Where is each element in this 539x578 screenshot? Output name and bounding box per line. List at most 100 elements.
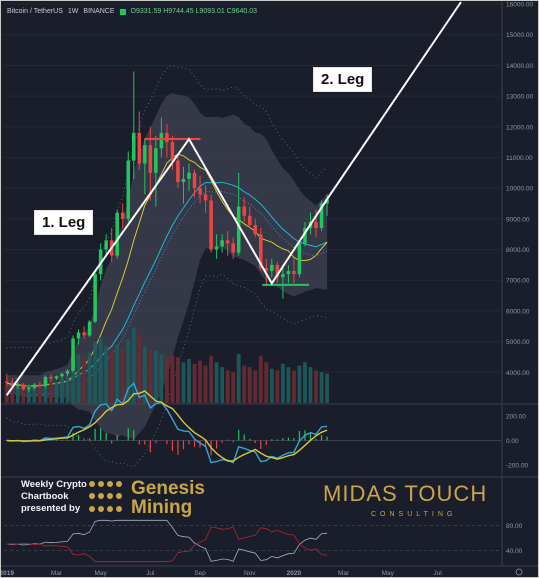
volume-bar [98,337,103,403]
interval-label[interactable]: 1W [67,8,79,15]
midas-wordmark: MIDAS TOUCH [323,481,488,506]
candle-body [325,199,329,204]
volume-bar [49,380,53,403]
candle-body [270,264,274,272]
candle-body [264,267,269,272]
price-tick-label: 4000.00 [506,370,530,377]
oscillator-histogram-bar [193,440,196,447]
candle-body [143,145,147,164]
price-tick-label: 6000.00 [506,308,530,315]
volume-bar [93,341,98,403]
candle-body [126,160,131,219]
candle-body [82,332,86,336]
oscillator-histogram-bar [138,440,140,445]
time-tick-label: Mar [338,570,350,577]
price-tick-label: 13000.00 [506,94,533,101]
oscillator-histogram-bar [216,440,218,449]
oscillator-histogram-bar [111,440,113,444]
price-tick-label: 12000.00 [506,124,533,131]
candle-body [148,145,153,173]
candle-body [176,160,180,183]
moving-average-dotted [6,190,328,396]
volume-bar [269,368,274,403]
volume-bar [303,362,307,403]
volume-bar [214,362,219,403]
candle-body [247,215,252,225]
oscillator-histogram-bar [309,432,312,441]
volume-bar [176,357,180,403]
volume-bar [247,367,252,403]
oscillator-histogram-bar [100,428,102,441]
volume-bar [71,358,75,403]
time-tick-label: 2020 [287,570,302,577]
volume-bar [54,381,59,403]
oscillator-tick-label: 200.00 [506,414,526,421]
price-tick-label: 14000.00 [506,63,533,70]
oscillator-histogram-bar [144,440,146,445]
oscillator-line-yellow [6,390,328,462]
oscillator-histogram-bar [155,440,157,444]
price-tick-label: 9000.00 [506,216,530,223]
volume-bar [120,347,125,403]
volume-bar [242,365,247,403]
genesis-wordmark: Genesis Mining [131,478,205,518]
volume-bar [131,328,136,403]
volume-bar [280,363,285,403]
settings-gear-icon[interactable] [515,568,523,576]
exchange-label: BINANCE [83,8,115,15]
candle-body [209,200,213,250]
volume-bar [87,352,92,403]
candle-body [93,274,97,322]
oscillator-histogram-bar [221,440,223,443]
volume-bar [325,373,329,403]
volume-bar [32,386,37,403]
oscillator-histogram-bar [72,432,74,441]
oscillator-histogram-bar [265,440,267,445]
volume-bar [291,370,296,403]
volume-bar [198,360,202,403]
price-tick-label: 8000.00 [506,247,530,254]
volume-bar [60,378,64,403]
oscillator-histogram-bar [116,435,118,441]
volume-bar [126,339,131,403]
candle-body [297,243,302,275]
oscillator-histogram-bar [293,438,295,441]
candle-body [43,376,48,387]
volume-bar [153,350,158,403]
volume-bar [15,386,20,403]
oscillator-histogram-bar [271,439,273,441]
volume-bar [65,375,70,403]
oscillator-histogram-bar [315,439,317,441]
candle-body [236,206,241,253]
oscillator-histogram-bar [133,430,135,441]
oscillator-histogram-bar [227,439,229,441]
oscillator-histogram-bar [182,440,185,450]
volume-bar [148,349,153,403]
candle-body [27,387,31,390]
oscillator-histogram-bar [149,440,151,453]
candle-body [187,172,191,179]
midas-subtitle: CONSULTING [371,511,457,518]
volume-bar [82,355,87,403]
volume-bar [264,362,269,403]
chartbook-caption: Weekly Crypto Chartbook presented by [21,479,87,514]
volume-bar [104,345,109,403]
candle-body [220,240,224,247]
candle-body [21,384,26,390]
volume-bar [115,344,120,403]
oscillator-tick-label: 0.00 [506,438,519,445]
volume-bar [258,355,263,403]
symbol-title[interactable]: Bitcoin / TetherUS [7,8,63,15]
candle-body [54,376,59,379]
oscillator-histogram-bar [287,437,289,441]
time-tick-label: May [382,570,395,577]
status-square-icon [119,8,126,15]
price-tick-label: 16000.00 [506,2,533,9]
volume-bar [225,370,230,403]
oscillator-histogram-bar [166,440,168,445]
oscillator-histogram-bar [77,434,80,441]
volume-bar [253,370,258,403]
candle-body [137,132,142,164]
oscillator-histogram-bar [83,439,85,441]
